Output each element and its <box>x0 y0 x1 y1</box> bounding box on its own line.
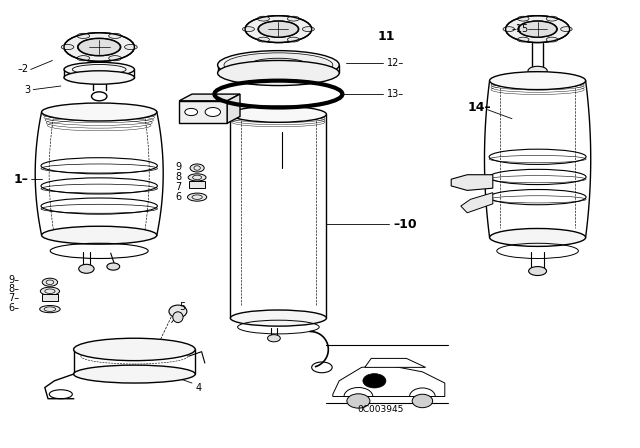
Bar <box>179 101 227 123</box>
Ellipse shape <box>224 53 333 77</box>
Text: 4: 4 <box>195 383 202 392</box>
Ellipse shape <box>257 37 269 42</box>
Text: 3: 3 <box>24 85 31 95</box>
Ellipse shape <box>173 312 183 323</box>
Ellipse shape <box>245 16 312 43</box>
Text: 7: 7 <box>175 182 182 192</box>
Ellipse shape <box>347 394 370 408</box>
Ellipse shape <box>185 108 198 116</box>
Ellipse shape <box>287 37 300 42</box>
Ellipse shape <box>40 287 60 295</box>
Text: 12–: 12– <box>387 58 404 68</box>
Ellipse shape <box>503 27 515 31</box>
Ellipse shape <box>268 335 280 342</box>
Text: 9: 9 <box>175 162 182 172</box>
Polygon shape <box>365 358 426 367</box>
Ellipse shape <box>74 338 195 361</box>
Ellipse shape <box>529 267 547 276</box>
Ellipse shape <box>169 305 187 318</box>
Ellipse shape <box>77 33 90 39</box>
Ellipse shape <box>42 278 58 286</box>
Ellipse shape <box>490 228 586 246</box>
Text: 9–: 9– <box>8 275 19 285</box>
Ellipse shape <box>561 27 572 31</box>
Polygon shape <box>227 94 240 123</box>
Bar <box>189 181 205 188</box>
Text: 13–: 13– <box>387 89 404 99</box>
Text: 14–: 14– <box>467 101 491 114</box>
Ellipse shape <box>190 164 204 172</box>
Ellipse shape <box>218 51 339 79</box>
Ellipse shape <box>363 374 386 388</box>
Ellipse shape <box>77 56 90 61</box>
Ellipse shape <box>205 108 220 116</box>
Ellipse shape <box>125 44 137 50</box>
Polygon shape <box>333 365 445 396</box>
Ellipse shape <box>42 226 157 244</box>
Ellipse shape <box>518 16 529 21</box>
Ellipse shape <box>302 27 314 31</box>
Text: 7–: 7– <box>8 293 19 303</box>
Ellipse shape <box>257 16 269 21</box>
Ellipse shape <box>61 44 74 50</box>
Text: –2: –2 <box>17 65 28 74</box>
Ellipse shape <box>259 21 298 37</box>
Ellipse shape <box>218 60 339 86</box>
Ellipse shape <box>74 365 195 383</box>
Polygon shape <box>461 193 493 213</box>
Ellipse shape <box>109 56 122 61</box>
Ellipse shape <box>506 16 570 43</box>
Ellipse shape <box>518 21 557 37</box>
Ellipse shape <box>528 66 547 75</box>
Ellipse shape <box>547 37 558 42</box>
Text: 6–: 6– <box>8 303 19 313</box>
Ellipse shape <box>64 33 134 61</box>
Text: 5: 5 <box>179 302 186 312</box>
Polygon shape <box>179 94 240 101</box>
Ellipse shape <box>79 264 94 273</box>
Text: –10: –10 <box>393 217 417 231</box>
Ellipse shape <box>40 306 60 313</box>
Ellipse shape <box>412 394 433 408</box>
Polygon shape <box>451 175 493 190</box>
Ellipse shape <box>230 310 326 326</box>
Ellipse shape <box>64 62 134 77</box>
Text: 11: 11 <box>378 30 395 43</box>
Text: 8: 8 <box>175 172 182 181</box>
Ellipse shape <box>78 39 120 56</box>
Text: 0C003945: 0C003945 <box>358 405 404 414</box>
Ellipse shape <box>287 16 300 21</box>
Ellipse shape <box>188 174 206 181</box>
Ellipse shape <box>42 103 157 121</box>
Text: 6: 6 <box>175 192 182 202</box>
Ellipse shape <box>490 72 586 90</box>
Ellipse shape <box>243 27 255 31</box>
Text: –15: –15 <box>512 24 529 34</box>
Ellipse shape <box>517 37 529 42</box>
Ellipse shape <box>547 16 558 21</box>
Text: 1–: 1– <box>14 172 29 186</box>
Ellipse shape <box>64 71 134 84</box>
Text: 8–: 8– <box>8 284 19 294</box>
Ellipse shape <box>230 106 326 122</box>
Ellipse shape <box>107 263 120 270</box>
Ellipse shape <box>109 33 122 39</box>
Bar <box>42 294 58 301</box>
Ellipse shape <box>188 193 207 201</box>
